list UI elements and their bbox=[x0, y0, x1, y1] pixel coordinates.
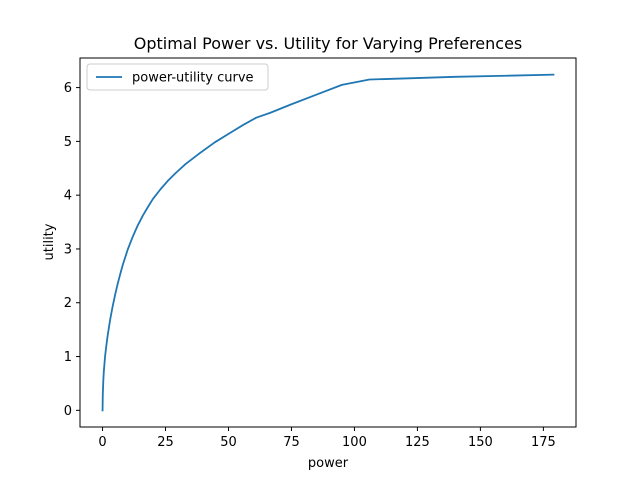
chart-title: Optimal Power vs. Utility for Varying Pr… bbox=[134, 34, 523, 53]
y-tick-label: 6 bbox=[64, 81, 72, 96]
y-axis-ticks: 0 1 2 3 4 5 6 bbox=[64, 81, 80, 419]
x-tick-label: 150 bbox=[468, 435, 493, 450]
x-tick-label: 175 bbox=[531, 435, 556, 450]
legend-entry-label: power-utility curve bbox=[132, 71, 254, 86]
y-tick-label: 5 bbox=[64, 135, 72, 150]
x-tick-label: 75 bbox=[283, 435, 300, 450]
y-tick-label: 0 bbox=[64, 404, 72, 419]
y-tick-label: 3 bbox=[64, 242, 72, 257]
x-tick-label: 25 bbox=[157, 435, 174, 450]
x-tick-label: 0 bbox=[98, 435, 106, 450]
x-tick-label: 100 bbox=[342, 435, 367, 450]
y-tick-label: 4 bbox=[64, 189, 72, 204]
x-tick-label: 50 bbox=[220, 435, 237, 450]
plot-area bbox=[101, 73, 555, 412]
x-tick-label: 125 bbox=[405, 435, 430, 450]
series-line-power-utility-curve bbox=[101, 73, 555, 412]
y-tick-label: 2 bbox=[64, 296, 72, 311]
axes-frame bbox=[79, 57, 577, 428]
x-axis-ticks: 0 25 50 75 100 125 150 175 bbox=[98, 427, 556, 450]
legend-box bbox=[86, 63, 269, 91]
x-axis-label: power bbox=[308, 456, 349, 471]
y-tick-label: 1 bbox=[64, 350, 72, 365]
legend: power-utility curve bbox=[86, 63, 269, 91]
y-axis-label: utility bbox=[42, 223, 57, 260]
